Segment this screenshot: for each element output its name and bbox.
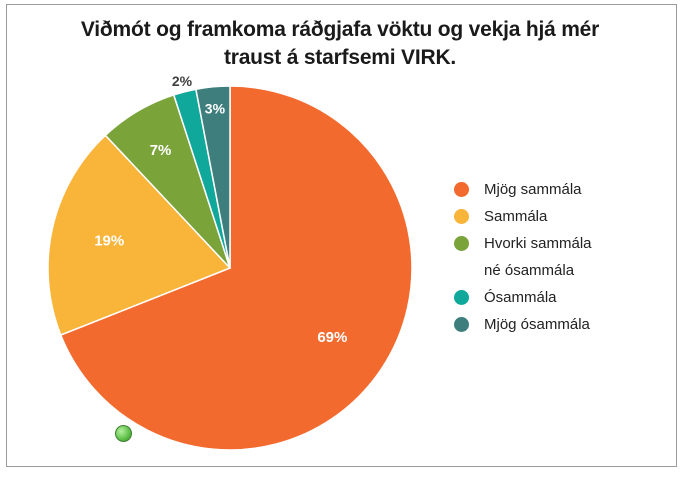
slice-value-label: 19% [94,233,124,250]
legend-item: Mjög ósammála [452,311,672,338]
legend-label: Mjög sammála [484,181,582,198]
legend-label: Mjög ósammála [484,316,590,333]
legend-label: Hvorki sammála né ósammála [484,235,592,279]
legend-swatch-icon [454,182,469,197]
chart-title: Viðmót og framkoma ráðgjafa vöktu og vek… [40,16,640,72]
legend-item: Sammála [452,203,672,230]
legend: Mjög sammála Sammála Hvorki sammála né ósa… [452,176,672,338]
legend-item: Ósammála [452,284,672,311]
legend-swatch-icon [454,317,469,332]
legend-swatch-icon [454,290,469,305]
green-dot-icon[interactable] [115,425,132,442]
legend-item: Mjög sammála [452,176,672,203]
slice-value-label: 3% [205,101,226,117]
legend-swatch-icon [454,209,469,224]
slice-value-label: 69% [317,329,347,346]
pie-slice [59,85,413,451]
legend-label: Sammála [484,208,548,225]
pie-slice [195,85,231,269]
slice-value-label: 7% [150,142,172,159]
chart-title-line-1: Viðmót og framkoma ráðgjafa vöktu og vek… [80,18,600,41]
legend-item: Hvorki sammála né ósammála [452,230,672,284]
legend-label: Ósammála [484,289,557,306]
slice-value-label: 2% [172,73,193,89]
legend-swatch-icon [454,236,469,251]
chart-title-line-2: traust á starfsemi VIRK. [223,46,457,69]
pie-slice [47,134,232,336]
